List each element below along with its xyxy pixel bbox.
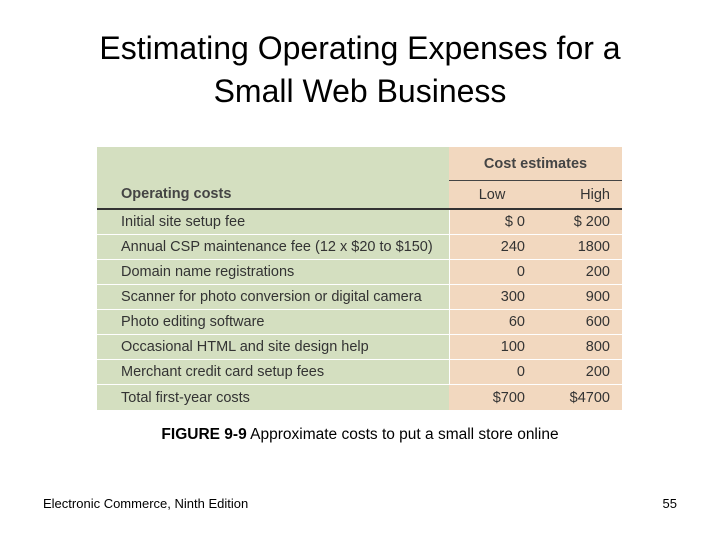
cost-estimates-table: Cost estimates Operating costs Low High … <box>97 147 622 410</box>
footer-book-title: Electronic Commerce, Ninth Edition <box>43 496 249 511</box>
table-row: Photo editing software 60 600 <box>97 309 622 335</box>
row-low: 100 <box>449 334 535 360</box>
row-low: 60 <box>449 309 535 335</box>
row-low: 300 <box>449 284 535 310</box>
table-total-row: Total first-year costs $700 $4700 <box>97 384 622 410</box>
slide-title-line-1: Estimating Operating Expenses for a <box>99 30 621 66</box>
row-high: 800 <box>535 334 622 360</box>
row-high: $ 200 <box>535 209 622 235</box>
row-label: Merchant credit card setup fees <box>97 359 450 385</box>
row-label: Domain name registrations <box>97 259 450 285</box>
cost-estimates-figure: Cost estimates Operating costs Low High … <box>97 147 622 419</box>
caption-text: Approximate costs to put a small store o… <box>246 426 559 443</box>
table-group-header-row: Cost estimates <box>97 147 622 181</box>
row-low: 0 <box>449 359 535 385</box>
row-high: 200 <box>535 259 622 285</box>
operating-costs-header: Operating costs <box>97 180 449 210</box>
row-label: Photo editing software <box>97 309 450 335</box>
row-label: Initial site setup fee <box>97 209 450 235</box>
row-high: 1800 <box>535 234 622 260</box>
table-row: Scanner for photo conversion or digital … <box>97 284 622 310</box>
total-label: Total first-year costs <box>97 384 449 410</box>
table-row: Occasional HTML and site design help 100… <box>97 334 622 360</box>
row-low: 0 <box>449 259 535 285</box>
slide-title-line-2: Small Web Business <box>213 73 507 109</box>
table-row: Domain name registrations 0 200 <box>97 259 622 285</box>
total-low: $700 <box>449 384 535 410</box>
table-row: Initial site setup fee $ 0 $ 200 <box>97 209 622 235</box>
row-high: 900 <box>535 284 622 310</box>
page-number: 55 <box>662 496 677 511</box>
row-label: Scanner for photo conversion or digital … <box>97 284 450 310</box>
row-low: $ 0 <box>449 209 535 235</box>
row-low: 240 <box>449 234 535 260</box>
figure-caption: FIGURE 9-9 Approximate costs to put a sm… <box>0 426 720 444</box>
cost-estimates-header: Cost estimates <box>449 147 622 181</box>
figure-label: FIGURE 9-9 <box>161 426 247 443</box>
row-high: 600 <box>535 309 622 335</box>
total-high: $4700 <box>535 384 622 410</box>
row-label: Occasional HTML and site design help <box>97 334 450 360</box>
low-header: Low <box>449 180 535 210</box>
table-row: Merchant credit card setup fees 0 200 <box>97 359 622 385</box>
row-label: Annual CSP maintenance fee (12 x $20 to … <box>97 234 450 260</box>
table-column-header-row: Operating costs Low High <box>97 180 622 210</box>
table-row: Annual CSP maintenance fee (12 x $20 to … <box>97 234 622 260</box>
slide-title: Estimating Operating Expenses for a Smal… <box>0 27 720 113</box>
row-high: 200 <box>535 359 622 385</box>
high-header: High <box>535 180 622 210</box>
